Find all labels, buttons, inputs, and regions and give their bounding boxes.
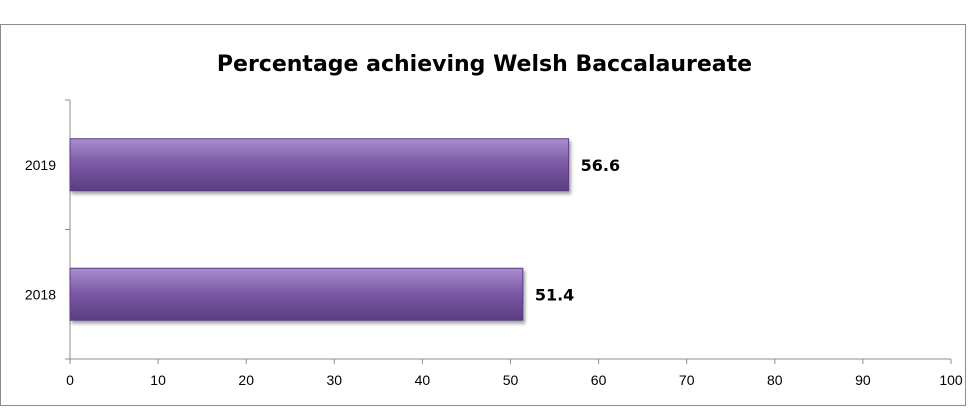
chart-frame: [0, 24, 966, 406]
data-label-2018: 51.4: [535, 285, 574, 304]
x-tick-label: 90: [855, 372, 871, 388]
bar-2019: [69, 138, 570, 192]
chart-title: Percentage achieving Welsh Baccalaureate: [216, 52, 753, 77]
data-label-2019: 56.6: [581, 156, 620, 175]
x-tick-label: 70: [679, 372, 695, 388]
x-tick-label: 80: [767, 372, 783, 388]
bars: [69, 138, 570, 321]
x-tick-label: 40: [415, 372, 431, 388]
x-tick-label: 10: [150, 372, 166, 388]
labels: 0 10 20 30 40 50 60 70 80 90 100 2018 51.4 2019 56.6: [25, 156, 963, 388]
x-tick-label: 100: [939, 372, 963, 388]
x-tick-label: 20: [238, 372, 254, 388]
x-tick-label: 0: [66, 372, 74, 388]
y-tick-label: 2019: [25, 157, 56, 173]
x-tick-label: 30: [327, 372, 343, 388]
axes: [65, 99, 952, 364]
y-tick-label: 2018: [25, 286, 56, 302]
x-tick-label: 60: [591, 372, 607, 388]
bar-2018: [69, 267, 524, 321]
x-tick-label: 50: [503, 372, 519, 388]
